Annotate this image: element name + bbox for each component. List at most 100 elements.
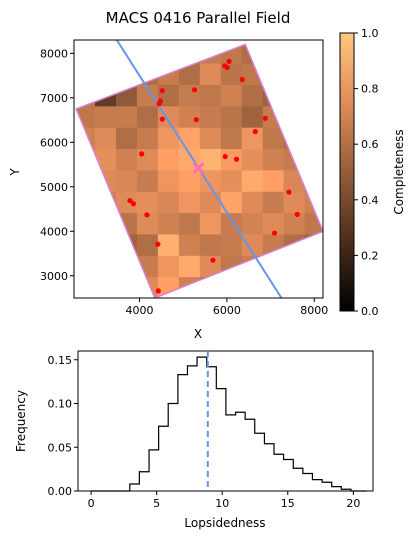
x-tick-label: 10 [215,497,229,510]
map-plot-area: 4000 6000 8000 3000 4000 5000 6000 7000 8000 [40,39,328,317]
y-tick-label: 7000 [40,92,68,105]
center-marker [192,162,205,175]
heatmap-cell [115,169,138,192]
map-x-ticks: 4000 6000 8000 [126,298,328,317]
x-tick-label: 8000 [300,304,328,317]
y-tick-label: 8000 [40,47,68,60]
heatmap-cell [178,255,201,278]
heatmap-cell [136,191,159,214]
source-point [226,58,232,64]
heatmap-cell [157,233,180,256]
source-point [222,153,228,160]
heatmap-cell [199,127,222,150]
source-point [239,76,245,83]
y-tick-label: 0.15 [48,354,73,367]
histogram-plot-area: 0 5 10 15 20 0.00 0.05 0.10 0.15 [48,350,374,510]
heatmap-cell [262,191,285,214]
source-point [159,88,165,94]
heatmap-cell [199,233,222,256]
map-frame [73,39,324,299]
heatmap-cell [241,84,264,107]
heatmap-cell [220,169,243,192]
heatmap-cell [220,127,243,150]
colorbar-tick-label: 0.6 [361,138,379,151]
heatmap-cell [115,105,138,128]
histogram-step-line [91,356,367,492]
heatmap-cell [115,148,138,171]
heatmap-cell [220,191,243,214]
heatmap-cell [136,169,159,192]
heatmap-cell [178,191,201,214]
heatmap-cell [220,84,243,107]
heatmap-cell [157,127,180,150]
x-tick-label: 15 [281,497,295,510]
map-y-ticks: 3000 4000 5000 6000 7000 8000 [40,47,74,283]
heatmap-cell [199,105,222,128]
heatmap-cell [178,105,201,128]
center-marker-x [192,162,205,175]
colorbar-label: Completeness [392,129,406,214]
y-tick-label: 4000 [40,225,68,238]
heatmap-cell [199,191,222,214]
histogram-x-ticks: 0 5 10 15 20 [88,491,360,510]
colorbar-tick-label: 0.8 [361,83,379,96]
heatmap-cell [283,191,306,214]
heatmap-cell [241,148,264,171]
x-tick-label: 4000 [126,304,154,317]
heatmap-cell [220,233,243,256]
colorbar-tick-label: 1.0 [361,27,379,40]
heatmap-cell [157,148,180,171]
colorbar-tick-label: 0.2 [361,249,379,262]
colorbar-tick-label: 0.4 [361,194,379,207]
heatmap-cell [262,212,285,235]
heatmap-cell [199,255,222,278]
source-point [294,211,300,217]
source-point [130,201,137,207]
map-y-axis-label: Y [8,168,22,177]
x-tick-label: 0 [88,497,95,510]
y-tick-label: 6000 [40,136,68,149]
heatmap-cell [115,127,138,150]
field-outline-polygon [75,43,323,298]
heatmap-cell [262,127,285,150]
heatmap-cell [136,105,159,128]
x-tick-label: 5 [153,497,160,510]
heatmap-cell [94,105,117,128]
heatmap-cell [241,127,264,150]
heatmap-cell [136,84,159,107]
source-point [159,116,165,122]
source-point [286,189,292,195]
heatmap-cell [178,169,201,192]
source-point [224,64,230,71]
heatmap-cell [283,212,306,235]
source-point [193,117,199,123]
y-tick-label: 0.05 [48,441,73,454]
histogram-x-axis-label: Lopsidedness [184,516,265,530]
heatmap-cell [136,127,159,150]
source-point [252,129,258,135]
heatmap-cell [94,148,117,171]
source-point [262,115,268,121]
heatmap-cell [220,105,243,128]
field-outline [75,43,323,298]
heatmap-cell [241,169,264,192]
heatmap-cell [178,233,201,256]
source-point [191,87,198,93]
heatmap-cell [199,169,222,192]
heatmap-cell [178,127,201,150]
heatmap-cell [94,127,117,150]
x-tick-label: 6000 [213,304,241,317]
heatmap-cell [199,212,222,235]
heatmap-cell [178,84,201,107]
heatmap-cell [262,169,285,192]
heatmap-cell [241,212,264,235]
heatmap-cell [178,212,201,235]
source-point [156,101,162,107]
heatmap-cell [136,233,159,256]
heatmap-cell [199,63,222,85]
heatmap-cell [241,105,264,128]
histogram-frame [77,350,374,492]
heatmap-cell [157,169,180,192]
colorbar-gradient [339,32,355,312]
heatmap-cell [157,212,180,235]
